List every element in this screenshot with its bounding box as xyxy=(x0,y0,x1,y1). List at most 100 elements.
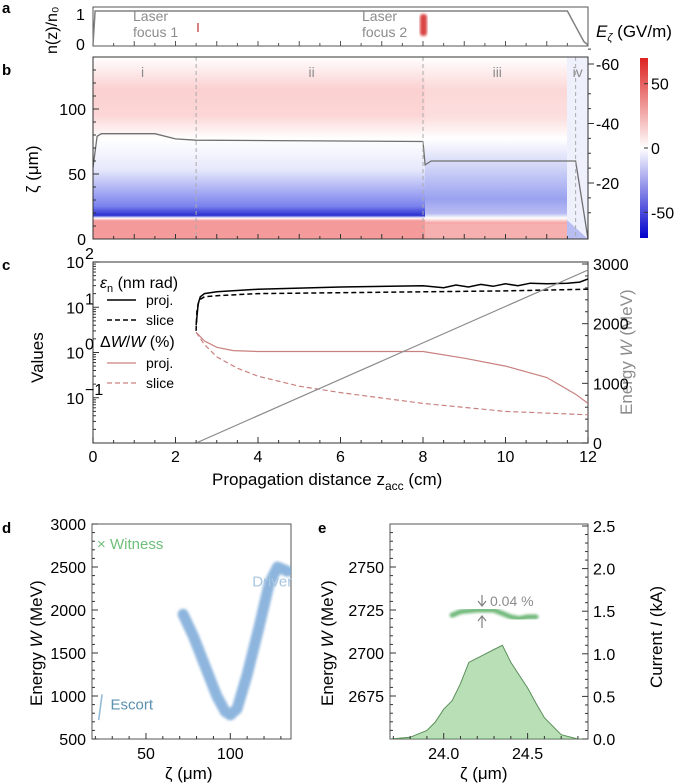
panel-b-rtick-label: -60 xyxy=(596,57,619,74)
panel-c-y2tick-label: 3000 xyxy=(593,257,629,274)
panel-c-xtick-label: 10 xyxy=(497,449,515,466)
panel-letter-c: c xyxy=(2,257,10,274)
panel-c-xtick-label: 2 xyxy=(171,449,180,466)
panel-c-ytick-exponent: 2 xyxy=(85,246,94,263)
beam-label-witness: × Witness xyxy=(97,536,163,553)
legend-label-emittance-slice: slice xyxy=(146,312,174,328)
panel-b-ytick-label: 100 xyxy=(59,102,86,119)
panel-c-ytick-label: 10 xyxy=(66,346,84,363)
panel-b-ytick-label: 50 xyxy=(68,167,86,184)
panel-e-ylabel: Energy W (MeV) xyxy=(318,580,337,706)
heatmap-region-iii-head xyxy=(425,224,567,239)
panel-e-y2tick-label: 0.5 xyxy=(593,689,615,706)
laser-focus-1-label-line2: focus 1 xyxy=(133,24,178,40)
panel-c-ytick-exponent: 1 xyxy=(85,291,94,308)
witness-beam-trace xyxy=(449,607,539,622)
arrow-up-icon xyxy=(477,615,487,622)
series-line-energy-spread-slice xyxy=(195,331,588,416)
panel-e-y2ticks: 0.0 0.5 1.0 1.5 2.0 2.5 xyxy=(582,519,615,749)
panel-c-y2label: Energy W (MeV) xyxy=(617,289,636,415)
panel-e: e Energy W (MeV) Current I (kA) 0.04 % 2… xyxy=(318,519,666,783)
panel-c-axes xyxy=(92,261,589,444)
panel-e-xtick-label: 24.5 xyxy=(512,746,543,763)
panel-d-xlabel: ζ (μm) xyxy=(165,764,213,783)
panel-d-ytick-label: 1000 xyxy=(50,689,86,706)
panel-d-phase-space xyxy=(97,561,291,721)
series-line-energy-spread-proj- xyxy=(195,331,588,404)
colorbar-ticks: 50 0 -50 xyxy=(644,77,674,222)
legend-label-spread-proj: proj. xyxy=(146,355,173,371)
panel-e-xticks: 24.0 24.5 xyxy=(392,733,579,763)
panel-c-ytick-exponent: 0 xyxy=(85,337,94,354)
panel-letter-d: d xyxy=(2,520,11,537)
legend-label-emittance-proj: proj. xyxy=(146,292,173,308)
panel-c-y2tick-label: 2000 xyxy=(593,317,629,334)
panel-c-xtick-label: 12 xyxy=(579,449,597,466)
panel-letter-e: e xyxy=(318,520,326,537)
heatmap-region-iv xyxy=(567,57,588,239)
panel-d-beam-labels: × Witness Driver Escort xyxy=(97,536,292,714)
panel-e-y2label: Current I (kA) xyxy=(647,586,666,688)
legend-energy-spread-title: ΔW/W (%) xyxy=(100,334,175,351)
panel-e-y2tick-label: 2.5 xyxy=(593,519,615,536)
panel-c-xtick-label: 0 xyxy=(89,449,98,466)
panel-e-y2tick-label: 0.0 xyxy=(593,732,615,749)
panel-d-xtick-label: 50 xyxy=(137,746,155,763)
panel-b-rtick-label: -20 xyxy=(596,176,619,193)
colorbar-tick-label: -50 xyxy=(651,205,674,222)
panel-d-ytick-label: 2500 xyxy=(50,560,86,577)
panel-c-xtick-label: 8 xyxy=(419,449,428,466)
panel-d-xticks: 50 100 xyxy=(94,733,282,763)
driver-beam-trace xyxy=(177,561,291,721)
panel-b-ytick-label: 0 xyxy=(77,232,86,249)
heatmap-region-i-ii xyxy=(93,57,425,239)
panel-b-rtick-label: -40 xyxy=(596,117,619,134)
panel-b-yticks: 0 50 100 xyxy=(59,69,99,249)
panel-a: a n(z)/n₀ 1 0 Laser focus 1 Laser focus … xyxy=(2,0,672,54)
panel-c-xtick-label: 4 xyxy=(254,449,263,466)
panel-e-yticks: 2675 2700 2725 2750 xyxy=(348,532,396,731)
panel-c-xtick-label: 6 xyxy=(336,449,345,466)
region-label-iii: iii xyxy=(493,64,502,80)
escort-beam-trace xyxy=(97,694,103,721)
panel-e-xlabel: ζ (μm) xyxy=(460,764,508,783)
laser-focus-1-label-line1: Laser xyxy=(133,8,168,24)
panel-b-field-profile-line xyxy=(93,133,588,239)
panel-c-ylabel: Values xyxy=(28,332,47,383)
panel-c-ytick-label: 10 xyxy=(66,391,84,408)
laser-focus-2-marker xyxy=(420,14,427,36)
panel-d-xtick-label: 100 xyxy=(217,746,244,763)
panel-e-ytick-label: 2700 xyxy=(348,646,384,663)
panel-e-ytick-label: 2675 xyxy=(348,689,384,706)
panel-e-y2tick-label: 1.0 xyxy=(593,647,615,664)
laser-focus-2-label-line2: focus 2 xyxy=(362,24,407,40)
series-line-emittance-slice xyxy=(195,288,588,331)
panel-a-ytick-1: 1 xyxy=(76,7,85,24)
region-label-i: i xyxy=(141,64,144,80)
series-line-energy-w xyxy=(195,269,588,443)
panel-letter-a: a xyxy=(2,0,11,17)
panel-d-yticks: 500 1000 1500 2000 2500 3000 xyxy=(50,517,98,749)
beam-label-driver: Driver xyxy=(252,574,292,591)
colorbar-tick-label: 50 xyxy=(651,77,669,94)
region-label-iv: iv xyxy=(573,64,583,80)
panel-c-series xyxy=(195,269,588,443)
panel-d-ytick-label: 3000 xyxy=(50,517,86,534)
panel-d-ylabel: Energy W (MeV) xyxy=(27,580,46,706)
panel-e-plot xyxy=(390,607,588,739)
panel-d-ytick-label: 2000 xyxy=(50,603,86,620)
arrow-down-icon xyxy=(477,600,487,607)
panel-c-ytick-label: 10 xyxy=(66,255,84,272)
panel-c-y2tick-label: 1000 xyxy=(593,376,629,393)
panel-c-ytick-exponent: −1 xyxy=(85,382,103,399)
laser-focus-1-marker xyxy=(197,23,199,32)
panel-b-right-axis: -60 -40 -20 xyxy=(588,48,619,214)
current-profile-area xyxy=(390,644,588,739)
panel-e-xtick-label: 24.0 xyxy=(428,746,459,763)
panel-a-ytick-0: 0 xyxy=(76,37,85,54)
panel-c-y2tick-label: 0 xyxy=(593,436,602,453)
panel-e-y2tick-label: 2.0 xyxy=(593,562,615,579)
region-label-ii: ii xyxy=(309,64,315,80)
